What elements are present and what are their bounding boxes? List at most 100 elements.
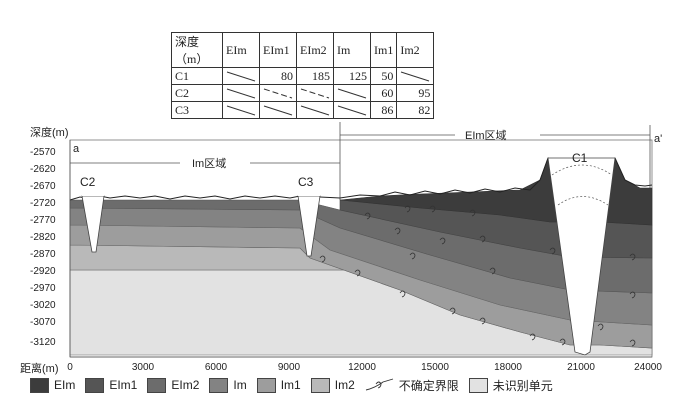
uncertain-marker — [429, 205, 436, 213]
x-tick-label: 3000 — [132, 362, 155, 373]
legend-swatch — [310, 377, 330, 393]
uncertain-markers — [319, 205, 636, 347]
legend-label: Im — [233, 378, 247, 392]
y-tick-label: -2870 — [30, 249, 56, 260]
table-cell: 125 — [333, 67, 371, 85]
legend-swatch — [256, 377, 276, 393]
table-header-row: 深度（m） EIm EIm1 EIm2 Im Im1 Im2 — [171, 32, 435, 68]
legend-swatch — [468, 377, 488, 393]
table-header: EIm1 — [259, 32, 297, 68]
uncertain-marker — [549, 247, 556, 255]
y-tick-label: -2670 — [30, 181, 56, 192]
table-cell: 50 — [369, 67, 398, 85]
table-cell: 60 — [369, 84, 398, 102]
x-tick-label: 12000 — [348, 362, 376, 373]
table-cell: 80 — [259, 67, 297, 85]
well-thickness-table: 深度（m） EIm EIm1 EIm2 Im Im1 Im2 C1 80 185… — [171, 32, 435, 119]
legend-item: 未识别单元 — [468, 377, 553, 394]
legend-swatch — [85, 377, 105, 393]
absent-unit-mark — [300, 105, 330, 116]
legend-item: Im2 — [310, 377, 355, 393]
uncertain-marker — [364, 212, 371, 220]
absent-unit-mark — [226, 71, 256, 82]
legend-swatch — [209, 377, 229, 393]
legend-swatch — [147, 377, 167, 393]
well-label-c1: C1 — [572, 151, 588, 165]
canyon-c1 — [547, 157, 616, 356]
legend-item: Im — [209, 377, 247, 393]
uncertain-marker — [394, 227, 401, 235]
table-header: EIm — [222, 32, 260, 68]
y-tick-label: -2770 — [30, 215, 56, 226]
legend: EIm EIm1 EIm2 Im Im1 Im2 不确定界限 — [30, 376, 563, 394]
uncertain-marker — [319, 255, 326, 263]
x-tick-label: 18000 — [494, 362, 522, 373]
uncertain-boundary-icon — [365, 378, 393, 391]
uncertain-marker — [529, 333, 536, 341]
table-row: C3 86 82 — [171, 101, 435, 119]
legend-label: Im1 — [280, 378, 301, 392]
region-label-eim: EIm区域 — [465, 129, 507, 142]
uncertain-marker — [479, 235, 486, 243]
legend-item: 不确定界限 — [365, 377, 459, 394]
uncertain-marker — [629, 339, 636, 347]
table-header: EIm2 — [296, 32, 334, 68]
region-label-im: Im区域 — [192, 157, 226, 170]
uncertain-marker — [439, 237, 446, 245]
well-label-c3: C3 — [298, 175, 314, 189]
absent-unit-mark — [300, 88, 330, 99]
y-tick-label: -2920 — [30, 266, 56, 277]
surface-line — [614, 157, 653, 187]
absent-unit-mark — [337, 88, 367, 99]
uncertain-marker — [449, 307, 456, 315]
uncertain-marker — [629, 291, 636, 299]
table-row: C1 80 185 125 50 — [171, 67, 435, 85]
canyon-c3-fill — [298, 185, 320, 196]
uncertain-marker — [409, 252, 416, 260]
x-tick-label: 21000 — [567, 362, 595, 373]
legend-item: EIm1 — [85, 377, 137, 393]
surface-line — [69, 157, 549, 201]
legend-swatch — [30, 377, 49, 393]
uncertain-marker — [479, 317, 486, 325]
uncertain-marker — [404, 205, 411, 213]
y-tick-label: -2820 — [30, 232, 56, 243]
y-tick-label: -3070 — [30, 317, 56, 328]
canyon-c1-rim — [551, 164, 613, 176]
canyon-c1-rim — [557, 196, 609, 206]
legend-label: 不确定界限 — [398, 378, 459, 393]
section-end-right: a' — [654, 133, 662, 145]
uncertain-marker — [489, 267, 496, 275]
table-cell: 82 — [396, 101, 435, 119]
y-tick-label: -2620 — [30, 164, 56, 175]
legend-item: EIm — [30, 377, 76, 393]
legend-item: Im1 — [256, 377, 301, 393]
y-tick-label: -2720 — [30, 198, 56, 209]
x-axis-label: 距离(m) — [20, 361, 59, 375]
x-tick-label: 0 — [67, 362, 73, 373]
table-cell — [222, 84, 260, 102]
row-label: C2 — [171, 84, 223, 102]
absent-unit-mark — [263, 105, 293, 116]
legend-label: EIm2 — [171, 378, 200, 392]
x-tick-label: 9000 — [278, 362, 301, 373]
table-cell: 86 — [369, 101, 398, 119]
legend-label: 未识别单元 — [492, 378, 553, 393]
absent-unit-mark — [226, 105, 256, 116]
canyon-c2-fill — [82, 185, 104, 196]
uncertain-marker — [354, 269, 361, 277]
absent-unit-mark — [226, 88, 256, 99]
y-tick-label: -2570 — [30, 147, 56, 158]
y-tick-label: -3020 — [30, 300, 56, 311]
y-axis-label: 深度(m) — [30, 125, 69, 139]
absent-unit-mark — [337, 105, 367, 116]
table-row: C2 60 95 — [171, 84, 435, 102]
section-end-left: a — [73, 143, 80, 155]
row-label: C3 — [171, 101, 223, 119]
legend-label: EIm — [54, 378, 76, 392]
well-label-c2: C2 — [80, 175, 96, 189]
x-ticks: 0 3000 6000 9000 12000 15000 18000 21000… — [67, 362, 662, 373]
y-tick-label: -3120 — [30, 337, 56, 348]
uncertain-marker — [559, 338, 566, 346]
